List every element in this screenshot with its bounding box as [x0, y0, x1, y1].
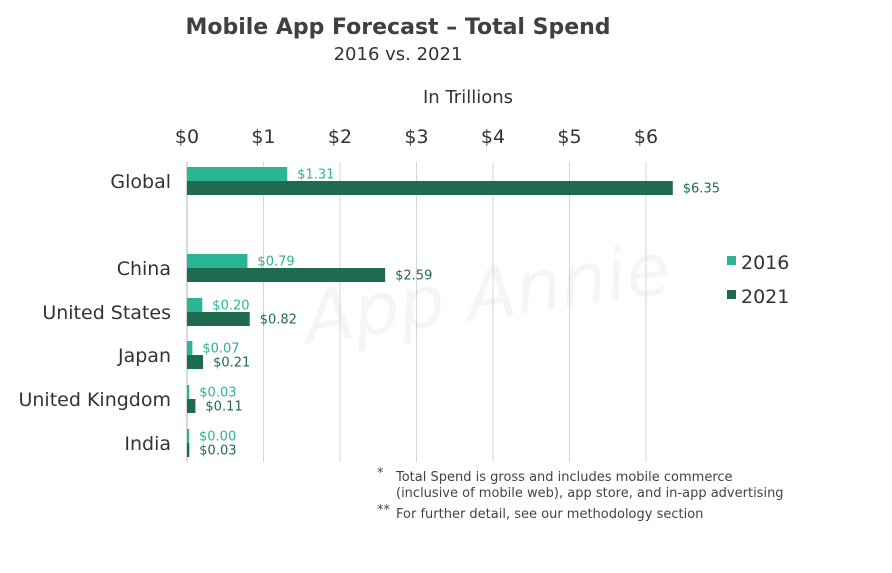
footnote-text: Total Spend is gross and includes mobile… — [395, 470, 733, 485]
category-labels: Global China United States Japan United King… — [18, 171, 171, 455]
x-tick-label: $3 — [404, 126, 428, 148]
x-axis-ticks: $0 $1 $2 $3 $4 $5 $6 — [175, 126, 658, 148]
category-label: China — [117, 258, 171, 280]
data-label: $0.20 — [212, 299, 249, 314]
footnote-marker: ** — [377, 503, 391, 518]
footnote-marker: * — [377, 466, 384, 481]
data-label: $0.11 — [205, 400, 242, 415]
bar-2016 — [187, 298, 203, 312]
data-label: $0.07 — [202, 342, 239, 357]
category-label: United Kingdom — [18, 389, 171, 411]
legend-swatch-2021 — [727, 290, 736, 299]
footnotes: * Total Spend is gross and includes mobil… — [377, 466, 784, 522]
bar-2016 — [187, 167, 288, 181]
bar-2016 — [187, 385, 190, 399]
bar-2021 — [187, 443, 190, 457]
bar-2016 — [187, 341, 193, 355]
data-label: $1.31 — [297, 168, 334, 183]
x-axis-title: In Trillions — [423, 87, 513, 108]
legend-label: 2016 — [741, 252, 789, 274]
bar-2021 — [187, 355, 204, 369]
bar-2016 — [187, 254, 248, 268]
bar-2021 — [187, 399, 196, 413]
bars — [187, 167, 673, 457]
x-tick-label: $0 — [175, 126, 199, 148]
x-tick-label: $2 — [328, 126, 352, 148]
category-label: India — [124, 433, 171, 455]
x-tick-label: $1 — [251, 126, 275, 148]
category-label: United States — [42, 302, 171, 324]
x-tick-label: $6 — [634, 126, 658, 148]
chart-subtitle: 2016 vs. 2021 — [334, 44, 463, 65]
bar-2016 — [187, 429, 189, 443]
data-label: $2.59 — [395, 269, 432, 284]
watermark: App Annie — [295, 226, 675, 361]
data-labels: $1.31 $6.35 $0.79 $2.59 $0.20 $0.82 $0.07$0.21… — [199, 168, 720, 459]
bar-2021 — [187, 181, 673, 195]
category-label: Japan — [117, 345, 171, 367]
data-label: $0.21 — [213, 356, 250, 371]
data-label: $0.79 — [257, 255, 294, 270]
category-label: Global — [110, 171, 171, 193]
legend-label: 2021 — [741, 286, 789, 308]
footnote-text: For further detail, see our methodology … — [396, 507, 703, 522]
legend: 2016 2021 — [727, 252, 789, 308]
data-label: $0.03 — [199, 386, 236, 401]
bar-2021 — [187, 268, 386, 282]
data-label: $0.82 — [260, 313, 297, 328]
data-label: $0.03 — [199, 444, 236, 459]
bar-2021 — [187, 312, 250, 326]
data-label: $6.35 — [683, 182, 720, 197]
chart-title: Mobile App Forecast – Total Spend — [185, 15, 610, 40]
x-tick-label: $5 — [557, 126, 581, 148]
legend-swatch-2016 — [727, 256, 736, 265]
data-label: $0.00 — [199, 430, 236, 445]
gridlines — [186, 162, 647, 462]
footnote-text: (inclusive of mobile web), app store, an… — [396, 486, 784, 501]
x-tick-label: $4 — [481, 126, 505, 148]
